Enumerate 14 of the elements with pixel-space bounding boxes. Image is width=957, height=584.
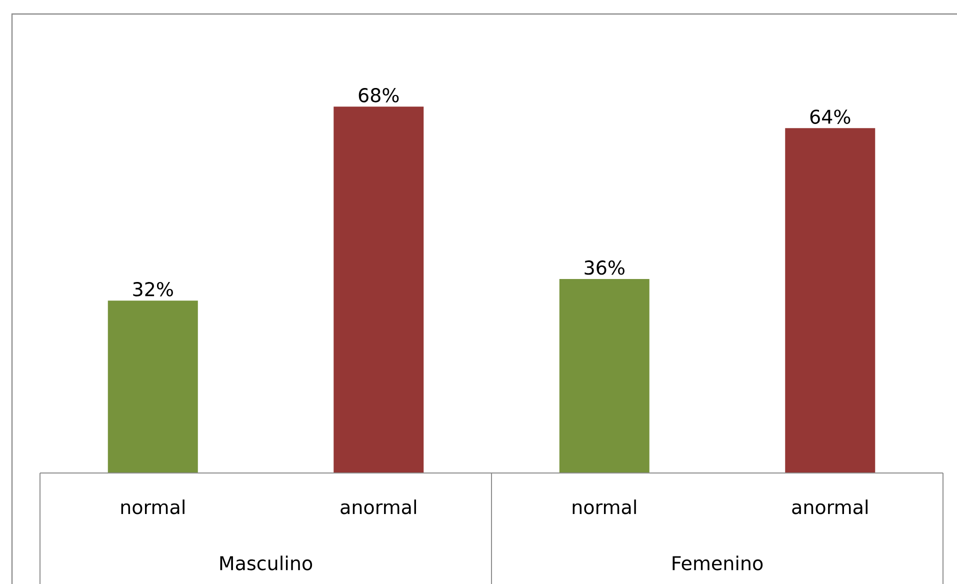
data-label: 64%: [810, 110, 850, 124]
x-tick-label: normal: [572, 500, 636, 514]
data-label: 36%: [584, 260, 624, 275]
x-tick-label: anormal: [792, 500, 868, 514]
bar: [334, 106, 424, 473]
bar: [559, 279, 650, 473]
text: Masculino: [220, 556, 312, 570]
bar: [785, 128, 876, 473]
x-tick-label: anormal: [340, 500, 416, 514]
data-label: 32%: [133, 282, 173, 296]
bar: [108, 300, 198, 473]
x-tick-label: normal: [121, 500, 184, 514]
data-label: 68%: [358, 88, 399, 102]
text: Femenino: [672, 556, 763, 570]
